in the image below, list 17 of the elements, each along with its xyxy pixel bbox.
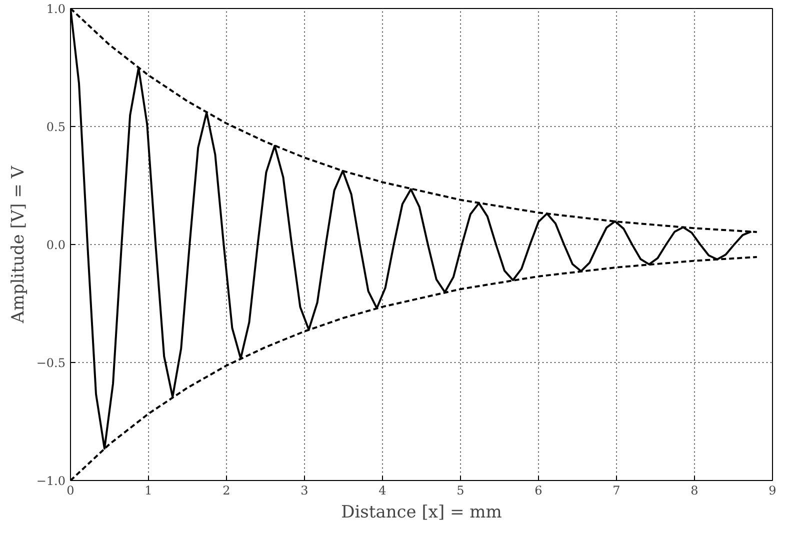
x-tick-label: 7: [612, 484, 620, 498]
x-tick-label: 3: [300, 484, 308, 498]
x-axis-title: Distance [x] = mm: [341, 502, 502, 522]
x-tick-label: 5: [456, 484, 464, 498]
x-tick-label: 4: [378, 484, 387, 498]
x-tick-label: 2: [222, 484, 230, 498]
y-tick-label: 1.0: [46, 2, 66, 16]
x-tick-label: 0: [66, 484, 74, 498]
y-tick-label: −1.0: [36, 474, 66, 488]
x-tick-label: 6: [534, 484, 542, 498]
y-tick-label: 0.0: [46, 238, 66, 252]
y-axis-title: Amplitude [V] = V: [8, 165, 28, 324]
x-tick-label: 9: [768, 484, 776, 498]
y-tick-label: −0.5: [36, 356, 66, 370]
x-tick-label: 1: [144, 484, 152, 498]
y-tick-label: 0.5: [46, 120, 66, 134]
x-tick-label: 8: [690, 484, 698, 498]
